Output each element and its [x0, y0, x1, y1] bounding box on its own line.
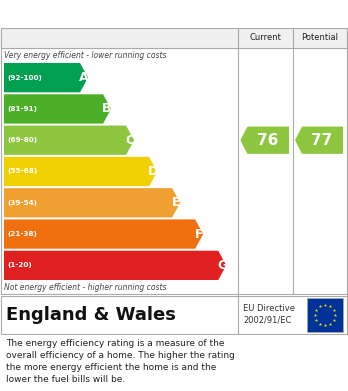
Polygon shape	[240, 127, 289, 154]
Polygon shape	[4, 94, 111, 124]
Text: (81-91): (81-91)	[7, 106, 37, 112]
Polygon shape	[4, 63, 88, 92]
Text: (39-54): (39-54)	[7, 200, 37, 206]
Text: Current: Current	[250, 34, 282, 43]
Text: (21-38): (21-38)	[7, 231, 37, 237]
Text: (1-20): (1-20)	[7, 262, 32, 268]
Polygon shape	[4, 157, 157, 186]
Polygon shape	[295, 127, 343, 154]
Polygon shape	[4, 126, 134, 155]
Text: E: E	[172, 196, 180, 209]
Polygon shape	[4, 251, 226, 280]
Text: Not energy efficient - higher running costs: Not energy efficient - higher running co…	[4, 283, 166, 292]
Text: F: F	[195, 228, 204, 240]
Text: (55-68): (55-68)	[7, 169, 37, 174]
Text: B: B	[102, 102, 112, 115]
Text: A: A	[79, 71, 89, 84]
Polygon shape	[4, 219, 203, 249]
Text: EU Directive
2002/91/EC: EU Directive 2002/91/EC	[243, 303, 295, 325]
Text: (92-100): (92-100)	[7, 75, 42, 81]
Text: Potential: Potential	[301, 34, 339, 43]
Text: G: G	[217, 259, 227, 272]
Polygon shape	[4, 188, 180, 217]
Text: (69-80): (69-80)	[7, 137, 37, 143]
Bar	[307, 298, 343, 332]
Text: England & Wales: England & Wales	[6, 306, 176, 324]
Text: C: C	[126, 134, 135, 147]
Text: Very energy efficient - lower running costs: Very energy efficient - lower running co…	[4, 50, 166, 59]
Bar	[1, 28, 347, 48]
Text: 77: 77	[311, 133, 333, 148]
Text: 76: 76	[257, 133, 278, 148]
Text: The energy efficiency rating is a measure of the
overall efficiency of a home. T: The energy efficiency rating is a measur…	[6, 339, 235, 384]
Text: D: D	[148, 165, 158, 178]
Text: Energy Efficiency Rating: Energy Efficiency Rating	[9, 7, 219, 22]
